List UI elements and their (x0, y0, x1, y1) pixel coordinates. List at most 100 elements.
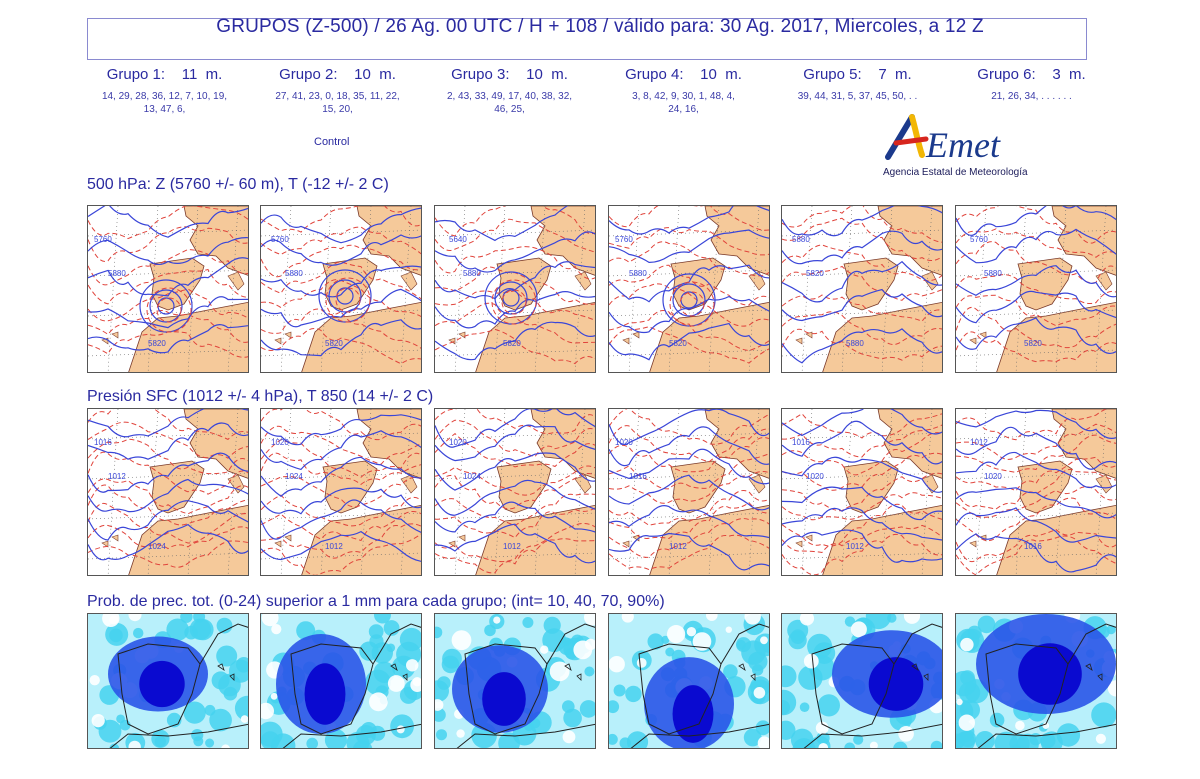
low-contour (149, 289, 183, 323)
temperature-contour (782, 265, 942, 301)
graticule-line (187, 409, 199, 575)
prob-40-cell (853, 734, 864, 745)
prob-none-cell (869, 741, 878, 748)
land-canaries (274, 534, 292, 548)
temperature-contour (435, 473, 595, 510)
coastline-france (893, 623, 942, 665)
temperature-contour (261, 452, 421, 486)
sfc-contour-label: 1016 (1024, 542, 1042, 551)
logo-a-right-stroke (909, 114, 925, 158)
group-members-line1: 14, 29, 28, 36, 12, 7, 10, 19, (101, 91, 228, 102)
prob-40-cell (562, 700, 575, 713)
z500-contour-label: 5880 (285, 269, 303, 278)
coastline-iberia (117, 643, 201, 735)
geopotential-contour (782, 260, 942, 303)
geopotential-contour (956, 409, 1116, 439)
sfc-contour-label: 1012 (970, 438, 988, 447)
temperature-contour (609, 518, 769, 558)
low-temperature-contour (156, 297, 182, 323)
temperature-contour (609, 264, 769, 306)
geopotential-contour (261, 487, 421, 515)
group-5: Grupo 5: 7 m. 39, 44, 31, 5, 37, 45, 50, … (770, 66, 945, 104)
graticule-line (187, 206, 199, 372)
geopotential-contour (261, 265, 421, 298)
prob-40-cell (133, 627, 144, 639)
temperature-contour (956, 274, 1116, 305)
prob-none-cell (435, 699, 444, 711)
prob-none-cell (540, 645, 549, 654)
prob-40-cell (816, 731, 830, 745)
geopotential-contour (956, 290, 1116, 324)
graticule-line (400, 409, 412, 575)
temperature-contour (435, 206, 595, 237)
temperature-contour (88, 331, 248, 358)
prob-40-cell (930, 740, 942, 748)
z500-contour-label: 5820 (325, 339, 343, 348)
prec-panel-1 (87, 613, 249, 749)
prob-40-cell (192, 618, 214, 641)
group-label: Grupo 2: 10 m. (279, 66, 396, 83)
land-europe (530, 206, 595, 276)
land-africa (996, 301, 1116, 372)
coastline-france (1067, 623, 1116, 665)
sfc-panel-5: 1016 1020 1012 (781, 408, 943, 576)
land-africa (301, 301, 421, 372)
land-iberia (1017, 460, 1073, 514)
temperature-contour (609, 206, 769, 231)
temperature-contour (782, 311, 942, 345)
geopotential-contour (435, 206, 569, 242)
sfc-contour-label: 1012 (669, 542, 687, 551)
z500-contour-label: 5760 (271, 235, 289, 244)
prob-40-cell (373, 661, 395, 683)
low-contour (494, 281, 528, 315)
prob-40-cell (374, 614, 391, 624)
land-italy (227, 271, 245, 291)
sfc-contour-label: 1024 (463, 472, 481, 481)
graticule (261, 409, 421, 575)
aemet-logo: Emet (882, 113, 1032, 183)
prob-none-cell (760, 636, 768, 645)
geopotential-contour (435, 452, 595, 491)
land-canaries (795, 534, 813, 548)
prob-40-cell (543, 616, 561, 634)
sfc-panel-3: 1020 1024 1012 (434, 408, 596, 576)
prob-40-cell (975, 731, 995, 748)
prob-40-cell (183, 701, 206, 724)
graticule-line (320, 206, 332, 372)
prob-none-cell (958, 714, 975, 731)
prob-40-cell (324, 729, 347, 748)
temperature-contour (956, 456, 1116, 492)
graticule-line (400, 206, 412, 372)
coastline-islands (1085, 663, 1103, 681)
coastline-islands (911, 663, 929, 681)
temperature-contour (88, 451, 248, 495)
z500-contour-label: 5880 (846, 339, 864, 348)
prob-40-cell (807, 633, 833, 659)
control-label: Control (314, 136, 350, 148)
prob-none-cell (387, 675, 405, 692)
temperature-contour (956, 294, 1116, 327)
prob-none-cell (89, 675, 100, 686)
temperature-contour (782, 524, 942, 554)
temperature-contour (261, 261, 421, 300)
prob-none-cell (128, 740, 141, 748)
temperature-contour (261, 328, 421, 365)
z500-contour-label: 5880 (108, 269, 126, 278)
prob-40-cell (893, 741, 908, 748)
temperature-contour (435, 218, 595, 253)
prob-90-area (1018, 643, 1082, 705)
temperature-contour (609, 502, 769, 540)
prob-none-cell (1015, 720, 1025, 731)
prob-40-cell (626, 731, 649, 748)
prob-40-cell (782, 700, 790, 715)
temperature-contour (609, 437, 769, 473)
land-iberia (496, 460, 552, 514)
prob-none-cell (692, 632, 712, 651)
graticule-line (280, 409, 292, 575)
sfc-contour-label: 1012 (108, 472, 126, 481)
group-label: Grupo 5: 7 m. (803, 66, 912, 83)
logo-a-bar (893, 136, 929, 146)
prob-40-cell (346, 731, 370, 748)
temperature-contour (782, 503, 942, 547)
geopotential-contour (88, 452, 248, 493)
